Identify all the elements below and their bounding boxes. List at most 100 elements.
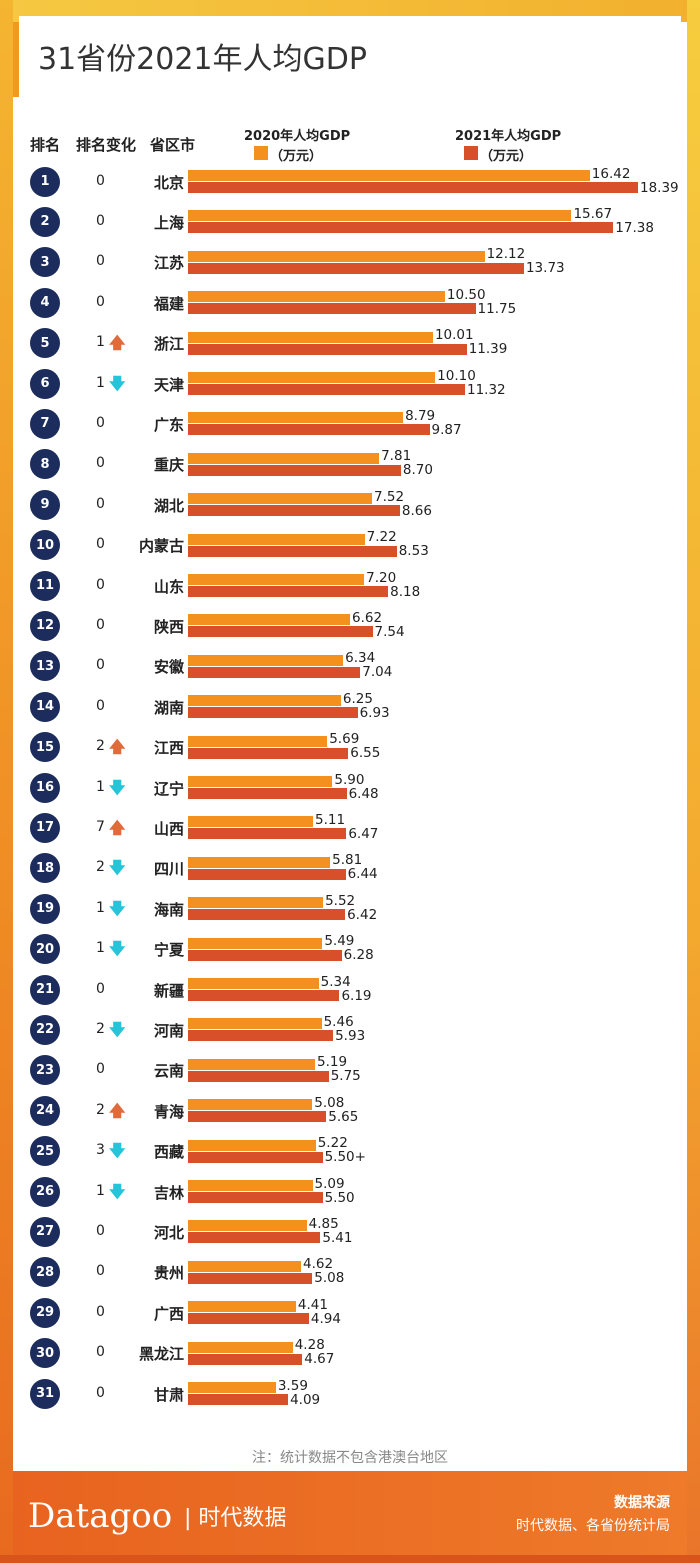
bar-2020 (188, 614, 350, 626)
value-label-2020: 7.81 (381, 448, 412, 465)
bar-2020 (188, 452, 380, 464)
bar-2021 (188, 1151, 323, 1163)
bar-2021 (188, 586, 389, 597)
rank-badge: 27 (30, 1216, 60, 1247)
bar-2020 (188, 897, 324, 909)
rank-change-value: 0 (96, 455, 105, 472)
rank-badge: 7 (30, 408, 60, 439)
value-label-2020: 5.52 (325, 892, 356, 909)
bar-2021 (188, 666, 361, 678)
rank-change-value: 0 (96, 1384, 105, 1401)
rank-change-value: 0 (96, 1222, 105, 1239)
province-name: 福建 (153, 294, 184, 313)
footer-banner (13, 1471, 687, 1563)
bar-2020 (188, 291, 445, 303)
bar-2021 (188, 1070, 329, 1082)
bar-2020 (188, 1018, 322, 1030)
arrow-up-icon: 🡅 (109, 1100, 126, 1120)
value-label-2021: 5.65 (328, 1108, 359, 1125)
province-name: 山西 (153, 819, 184, 838)
rank-badge: 20 (30, 934, 60, 965)
value-label-2020: 4.41 (297, 1296, 328, 1313)
arrow-down-icon: 🡇 (109, 1019, 126, 1039)
province-name: 甘肃 (153, 1385, 184, 1404)
value-label-2021: 5.08 (314, 1270, 345, 1287)
value-label-2020: 4.62 (303, 1256, 334, 1273)
rank-change-value: 3 (96, 1142, 105, 1159)
bar-2021 (188, 262, 524, 274)
rank-badge: 22 (30, 1014, 60, 1045)
bar-2020 (188, 412, 404, 424)
bar-2021 (188, 1111, 327, 1123)
rank-badge: 16 (30, 772, 60, 803)
province-name: 青海 (153, 1102, 184, 1121)
rank-badge: 5 (30, 328, 60, 359)
rank-badge: 13 (30, 651, 60, 682)
bar-2020 (188, 1301, 296, 1313)
province-name: 湖南 (153, 698, 184, 717)
province-name: 西藏 (153, 1143, 184, 1162)
rank-change-value: 2 (96, 1020, 105, 1037)
value-label-2020: 15.67 (573, 205, 613, 222)
rank-change-value: 0 (96, 253, 105, 270)
value-label-2021: 13.73 (525, 260, 565, 277)
arrow-down-icon: 🡇 (109, 1181, 126, 1201)
value-label-2021: 7.04 (362, 664, 393, 681)
rank-badge: 19 (30, 893, 60, 924)
bar-2021 (188, 828, 347, 840)
province-name: 海南 (153, 900, 184, 919)
legend-2020-unit: （万元） (270, 149, 323, 164)
province-name: 内蒙古 (138, 537, 184, 556)
value-label-2020: 6.34 (345, 650, 376, 667)
bar-2021 (188, 303, 476, 315)
province-name: 四川 (153, 860, 184, 879)
value-label-2020: 6.62 (351, 609, 383, 626)
rank-change-value: 2 (96, 859, 105, 876)
bottom-border (0, 1555, 700, 1563)
bar-2020 (188, 816, 314, 828)
rank-change-value: 1 (96, 940, 105, 957)
rank-badge: 8 (30, 449, 60, 480)
value-label-2020: 12.12 (486, 246, 526, 263)
arrow-up-icon: 🡅 (109, 333, 126, 353)
bar-2020 (188, 574, 365, 585)
bar-2020 (188, 372, 436, 383)
rank-change-value: 2 (96, 1101, 105, 1118)
value-label-2021: 4.94 (310, 1310, 341, 1327)
arrow-down-icon: 🡇 (109, 373, 126, 393)
arrow-down-icon: 🡇 (109, 858, 126, 878)
bar-2020 (188, 735, 328, 747)
rank-badge: 15 (30, 732, 60, 763)
rank-change-value: 0 (96, 980, 105, 997)
header-rank: 排名 (30, 136, 61, 154)
province-name: 河南 (153, 1021, 184, 1040)
legend-2021-label: 2021年人均GDP (455, 129, 562, 144)
value-label-2020: 6.25 (342, 690, 373, 707)
rank-badge: 6 (30, 368, 60, 399)
bar-2020 (188, 533, 365, 545)
rank-change-value: 1 (96, 374, 105, 391)
bar-2020 (188, 1058, 315, 1070)
rank-change-value: 7 (96, 818, 105, 835)
province-name: 广东 (153, 415, 184, 434)
value-label-2021: 5.50 (324, 1189, 355, 1206)
rank-badge: 30 (30, 1338, 60, 1369)
value-label-2021: 9.87 (431, 421, 462, 438)
value-label-2021: 17.38 (615, 219, 654, 236)
value-label-2021: 5.50+ (324, 1149, 366, 1166)
value-label-2020: 5.46 (323, 1013, 354, 1030)
bar-2020 (188, 1260, 302, 1272)
bar-2020 (188, 1139, 316, 1151)
brand-logo: Datagoo (28, 1496, 173, 1536)
bar-2021 (188, 182, 638, 193)
province-name: 陕西 (153, 617, 184, 636)
bar-2021 (188, 545, 397, 557)
value-label-2020: 5.22 (317, 1135, 348, 1152)
value-label-2021: 6.42 (347, 906, 378, 923)
bar-2020 (188, 856, 331, 868)
rank-badge: 10 (30, 530, 60, 561)
rank-badge: 14 (30, 691, 60, 722)
source-title: 数据来源 (614, 1495, 670, 1511)
rank-badge: 24 (30, 1095, 60, 1126)
province-name: 上海 (153, 213, 184, 232)
